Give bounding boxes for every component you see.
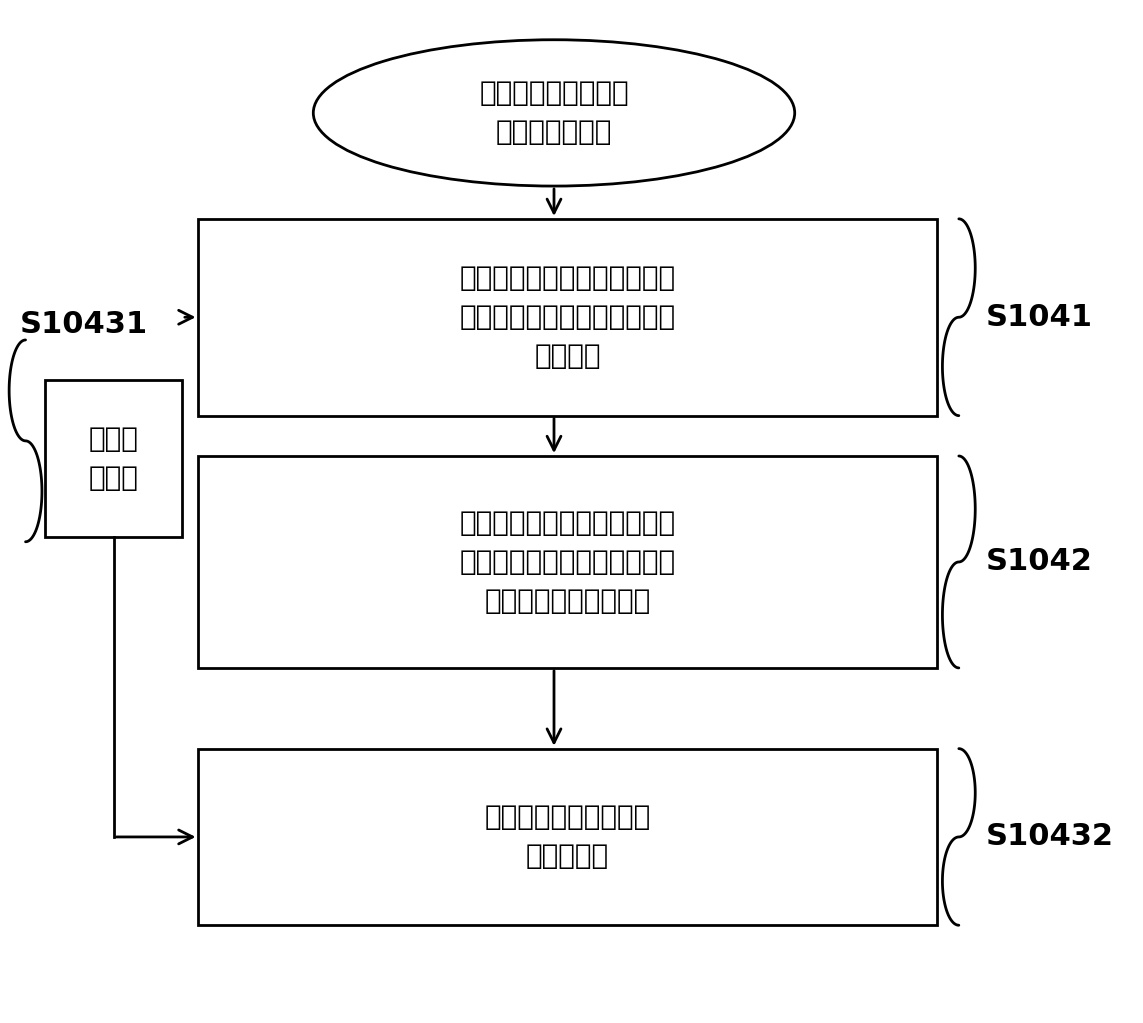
Text: 测量结
果反馈: 测量结 果反馈: [89, 425, 138, 492]
Text: 至少其中一张身份识
别卡处于连接态: 至少其中一张身份识 别卡处于连接态: [479, 80, 629, 146]
Text: 对测量结果平滑滤波，
并上报网络: 对测量结果平滑滤波， 并上报网络: [485, 803, 650, 871]
Text: S10431: S10431: [21, 310, 149, 340]
Text: S1041: S1041: [986, 303, 1093, 331]
Text: 按照各身份识别卡的虚拟频点
数量比例分配测量间隙，各个
测量频点依次进行测量: 按照各身份识别卡的虚拟频点 数量比例分配测量间隙，各个 测量频点依次进行测量: [459, 509, 676, 615]
Bar: [199, 749, 937, 925]
Text: 根据每张身份识别卡对应的服
务小区的信号质量，更新虚拟
频点数量: 根据每张身份识别卡对应的服 务小区的信号质量，更新虚拟 频点数量: [459, 264, 676, 370]
Text: S10432: S10432: [986, 822, 1114, 851]
Text: S1042: S1042: [986, 547, 1093, 576]
Bar: [199, 219, 937, 415]
Bar: [46, 381, 182, 537]
Bar: [199, 456, 937, 668]
